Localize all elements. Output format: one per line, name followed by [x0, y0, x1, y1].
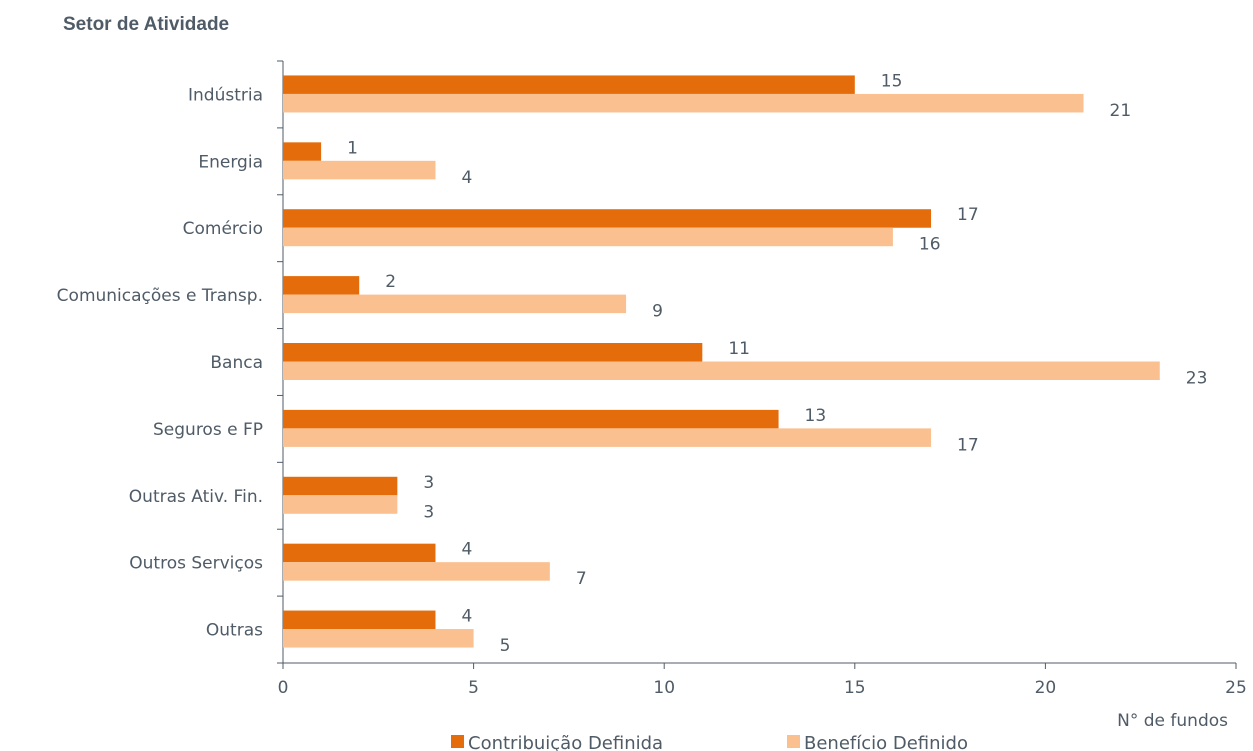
data-label: 4 — [461, 607, 472, 627]
data-label: 5 — [500, 636, 511, 656]
data-label: 4 — [461, 540, 472, 560]
bar-beneficio-definido — [283, 93, 1084, 113]
bar-contribuicao-definida — [283, 209, 932, 228]
data-label: 4 — [461, 168, 472, 188]
bar-contribuicao-definida — [283, 543, 436, 563]
x-tick-label: 25 — [1225, 678, 1247, 698]
category-label: Outras — [206, 621, 263, 641]
bar-contribuicao-definida — [283, 343, 703, 362]
x-tick-label: 15 — [844, 678, 866, 698]
data-label: 17 — [957, 435, 979, 455]
data-label: 1 — [347, 138, 358, 158]
legend-swatch — [787, 735, 800, 748]
data-label: 23 — [1186, 369, 1208, 389]
data-label: 15 — [881, 71, 903, 91]
bar-contribuicao-definida — [283, 142, 322, 161]
legend-label: Contribuição Definida — [468, 733, 663, 751]
category-label: Banca — [210, 353, 263, 373]
bar-contribuicao-definida — [283, 610, 436, 630]
bar-beneficio-definido — [283, 428, 932, 447]
data-label: 16 — [919, 235, 941, 255]
bar-contribuicao-definida — [283, 476, 398, 496]
bar-beneficio-definido — [283, 562, 550, 581]
x-tick-label: 5 — [468, 678, 479, 698]
bar-contribuicao-definida — [283, 276, 360, 295]
bar-beneficio-definido — [283, 495, 398, 514]
bar-contribuicao-definida — [283, 409, 779, 429]
bar-contribuicao-definida — [283, 75, 855, 94]
data-label: 11 — [728, 339, 750, 359]
x-axis-label: N° de fundos — [1117, 711, 1228, 731]
data-label: 3 — [423, 473, 434, 493]
bar-beneficio-definido — [283, 361, 1160, 380]
data-label: 13 — [805, 406, 827, 426]
legend-label: Benefício Definido — [804, 733, 968, 751]
bar-beneficio-definido — [283, 227, 893, 247]
category-label: Energia — [198, 152, 263, 172]
bar-beneficio-definido — [283, 629, 474, 648]
data-label: 7 — [576, 569, 587, 589]
category-label: Outros Serviços — [129, 554, 263, 574]
data-label: 2 — [385, 272, 396, 292]
data-label: 17 — [957, 205, 979, 225]
category-label: Indústria — [188, 85, 263, 105]
category-label: Comunicações e Transp. — [57, 286, 263, 306]
legend-swatch — [451, 735, 464, 748]
bar-beneficio-definido — [283, 160, 436, 180]
data-label: 3 — [423, 502, 434, 522]
x-tick-label: 20 — [1035, 678, 1057, 698]
data-label: 21 — [1110, 101, 1132, 121]
bar-beneficio-definido — [283, 294, 627, 314]
x-tick-label: 10 — [653, 678, 675, 698]
category-label: Seguros e FP — [153, 420, 263, 440]
category-label: Outras Ativ. Fin. — [129, 487, 263, 507]
data-label: 9 — [652, 302, 663, 322]
category-label: Comércio — [183, 219, 263, 239]
chart-title: Setor de Atividade — [63, 14, 230, 35]
x-tick-label: 0 — [278, 678, 289, 698]
